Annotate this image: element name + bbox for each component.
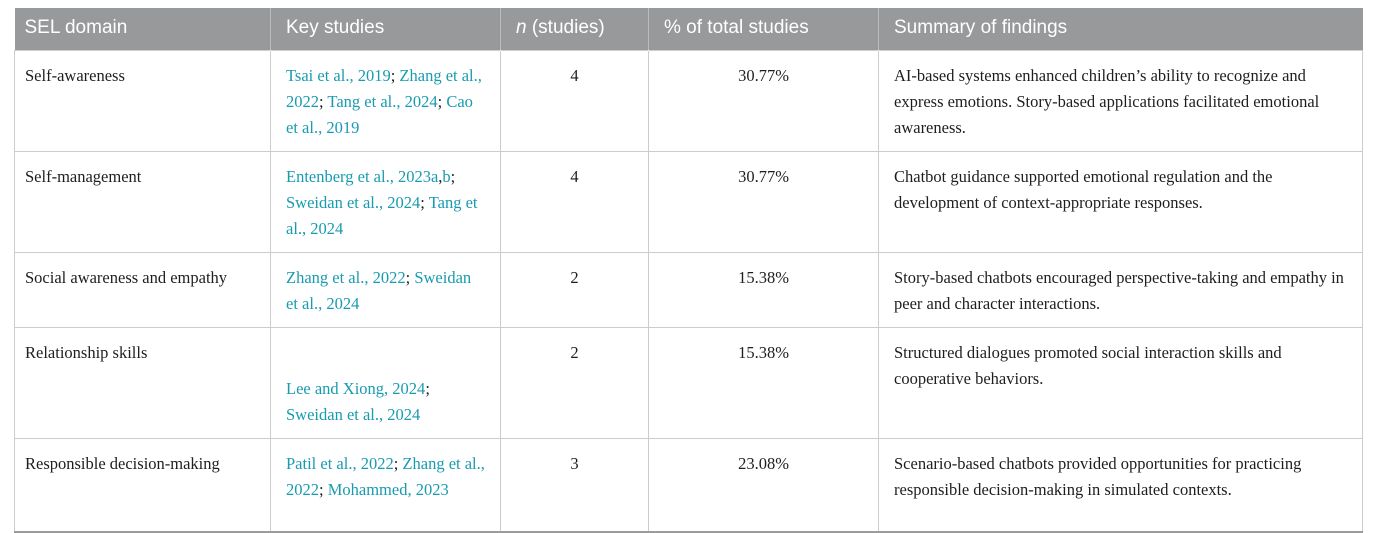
cell-percent: 23.08%: [648, 437, 879, 533]
citation-separator: ;: [319, 479, 328, 499]
cell-domain: Self-awareness: [14, 49, 271, 152]
cell-n-count: 2: [500, 326, 649, 439]
citation-link[interactable]: Zhang et al., 2022: [286, 65, 482, 111]
cell-key-studies: Entenberg et al., 2023a,b; Sweidan et al…: [270, 150, 501, 253]
citation-link[interactable]: Zhang et al., 2022: [286, 453, 485, 499]
sel-findings-table-container: SEL domain Key studies n (studies) % of …: [14, 8, 1363, 533]
cell-key-studies: Tsai et al., 2019; Zhang et al., 2022; T…: [270, 49, 501, 152]
citation-link[interactable]: Tang et al., 2024: [286, 192, 478, 238]
citation-link[interactable]: Entenberg et al., 2023a: [286, 166, 439, 186]
citation-separator: ,: [438, 166, 443, 186]
citation-link[interactable]: Tsai et al., 2019: [286, 65, 391, 85]
n-rest-label: (studies): [526, 16, 605, 38]
citation-separator: ;: [393, 453, 403, 473]
table-header-row: SEL domain Key studies n (studies) % of …: [14, 8, 1363, 50]
table-row-social-awareness-empathy: Social awareness and empathy Zhang et al…: [14, 251, 1363, 328]
cell-percent: 15.38%: [648, 326, 879, 439]
cell-summary: Scenario-based chatbots provided opportu…: [878, 437, 1363, 533]
citation-separator: ;: [420, 192, 429, 212]
table-row-relationship-skills: Relationship skills Lee and Xiong, 2024;…: [14, 326, 1363, 439]
cell-summary: Structured dialogues promoted social int…: [878, 326, 1363, 439]
cell-n-count: 3: [500, 437, 649, 533]
cell-key-studies: Lee and Xiong, 2024; Sweidan et al., 202…: [270, 326, 501, 439]
sel-findings-table: SEL domain Key studies n (studies) % of …: [14, 8, 1363, 533]
column-header-percent-total: % of total studies: [648, 8, 879, 50]
column-header-n-studies: n (studies): [500, 8, 649, 50]
cell-domain: Self-management: [14, 150, 271, 253]
cell-n-count: 4: [500, 150, 649, 253]
citation-link[interactable]: Mohammed, 2023: [327, 479, 449, 499]
cell-domain: Relationship skills: [14, 326, 271, 439]
cell-summary: Chatbot guidance supported emotional reg…: [878, 150, 1363, 253]
citation-link[interactable]: Zhang et al., 2022: [286, 267, 406, 287]
table-row-self-management: Self-management Entenberg et al., 2023a,…: [14, 150, 1363, 253]
cell-percent: 30.77%: [648, 49, 879, 152]
cell-n-count: 2: [500, 251, 649, 328]
cell-key-studies: Zhang et al., 2022; Sweidan et al., 2024: [270, 251, 501, 328]
citation-separator: ;: [450, 166, 456, 186]
table-row-responsible-decision-making: Responsible decision-making Patil et al.…: [14, 437, 1363, 533]
table-row-self-awareness: Self-awareness Tsai et al., 2019; Zhang …: [14, 49, 1363, 152]
citation-separator: ;: [437, 91, 447, 111]
citation-separator: ;: [405, 267, 415, 287]
citation-link[interactable]: Patil et al., 2022: [286, 453, 394, 473]
column-header-sel-domain: SEL domain: [14, 8, 271, 50]
n-italic-label: n: [516, 16, 527, 38]
citation-link[interactable]: Sweidan et al., 2024: [286, 404, 421, 424]
cell-summary: Story-based chatbots encouraged perspect…: [878, 251, 1363, 328]
column-header-summary: Summary of findings: [878, 8, 1363, 50]
citation-link[interactable]: Lee and Xiong, 2024: [286, 378, 426, 398]
citation-separator: ;: [390, 65, 400, 85]
cell-percent: 30.77%: [648, 150, 879, 253]
cell-domain: Responsible decision-making: [14, 437, 271, 533]
cell-key-studies: Patil et al., 2022; Zhang et al., 2022; …: [270, 437, 501, 533]
citation-separator: ;: [425, 378, 430, 398]
cell-percent: 15.38%: [648, 251, 879, 328]
citation-link[interactable]: Sweidan et al., 2024: [286, 267, 472, 313]
citation-link[interactable]: Cao et al., 2019: [286, 91, 473, 137]
citation-link[interactable]: b: [442, 166, 451, 186]
cell-n-count: 4: [500, 49, 649, 152]
cell-domain: Social awareness and empathy: [14, 251, 271, 328]
citation-link[interactable]: Sweidan et al., 2024: [286, 192, 421, 212]
cell-summary: AI-based systems enhanced children’s abi…: [878, 49, 1363, 152]
column-header-key-studies: Key studies: [270, 8, 501, 50]
citation-link[interactable]: Tang et al., 2024: [327, 91, 438, 111]
citation-separator: ;: [319, 91, 328, 111]
